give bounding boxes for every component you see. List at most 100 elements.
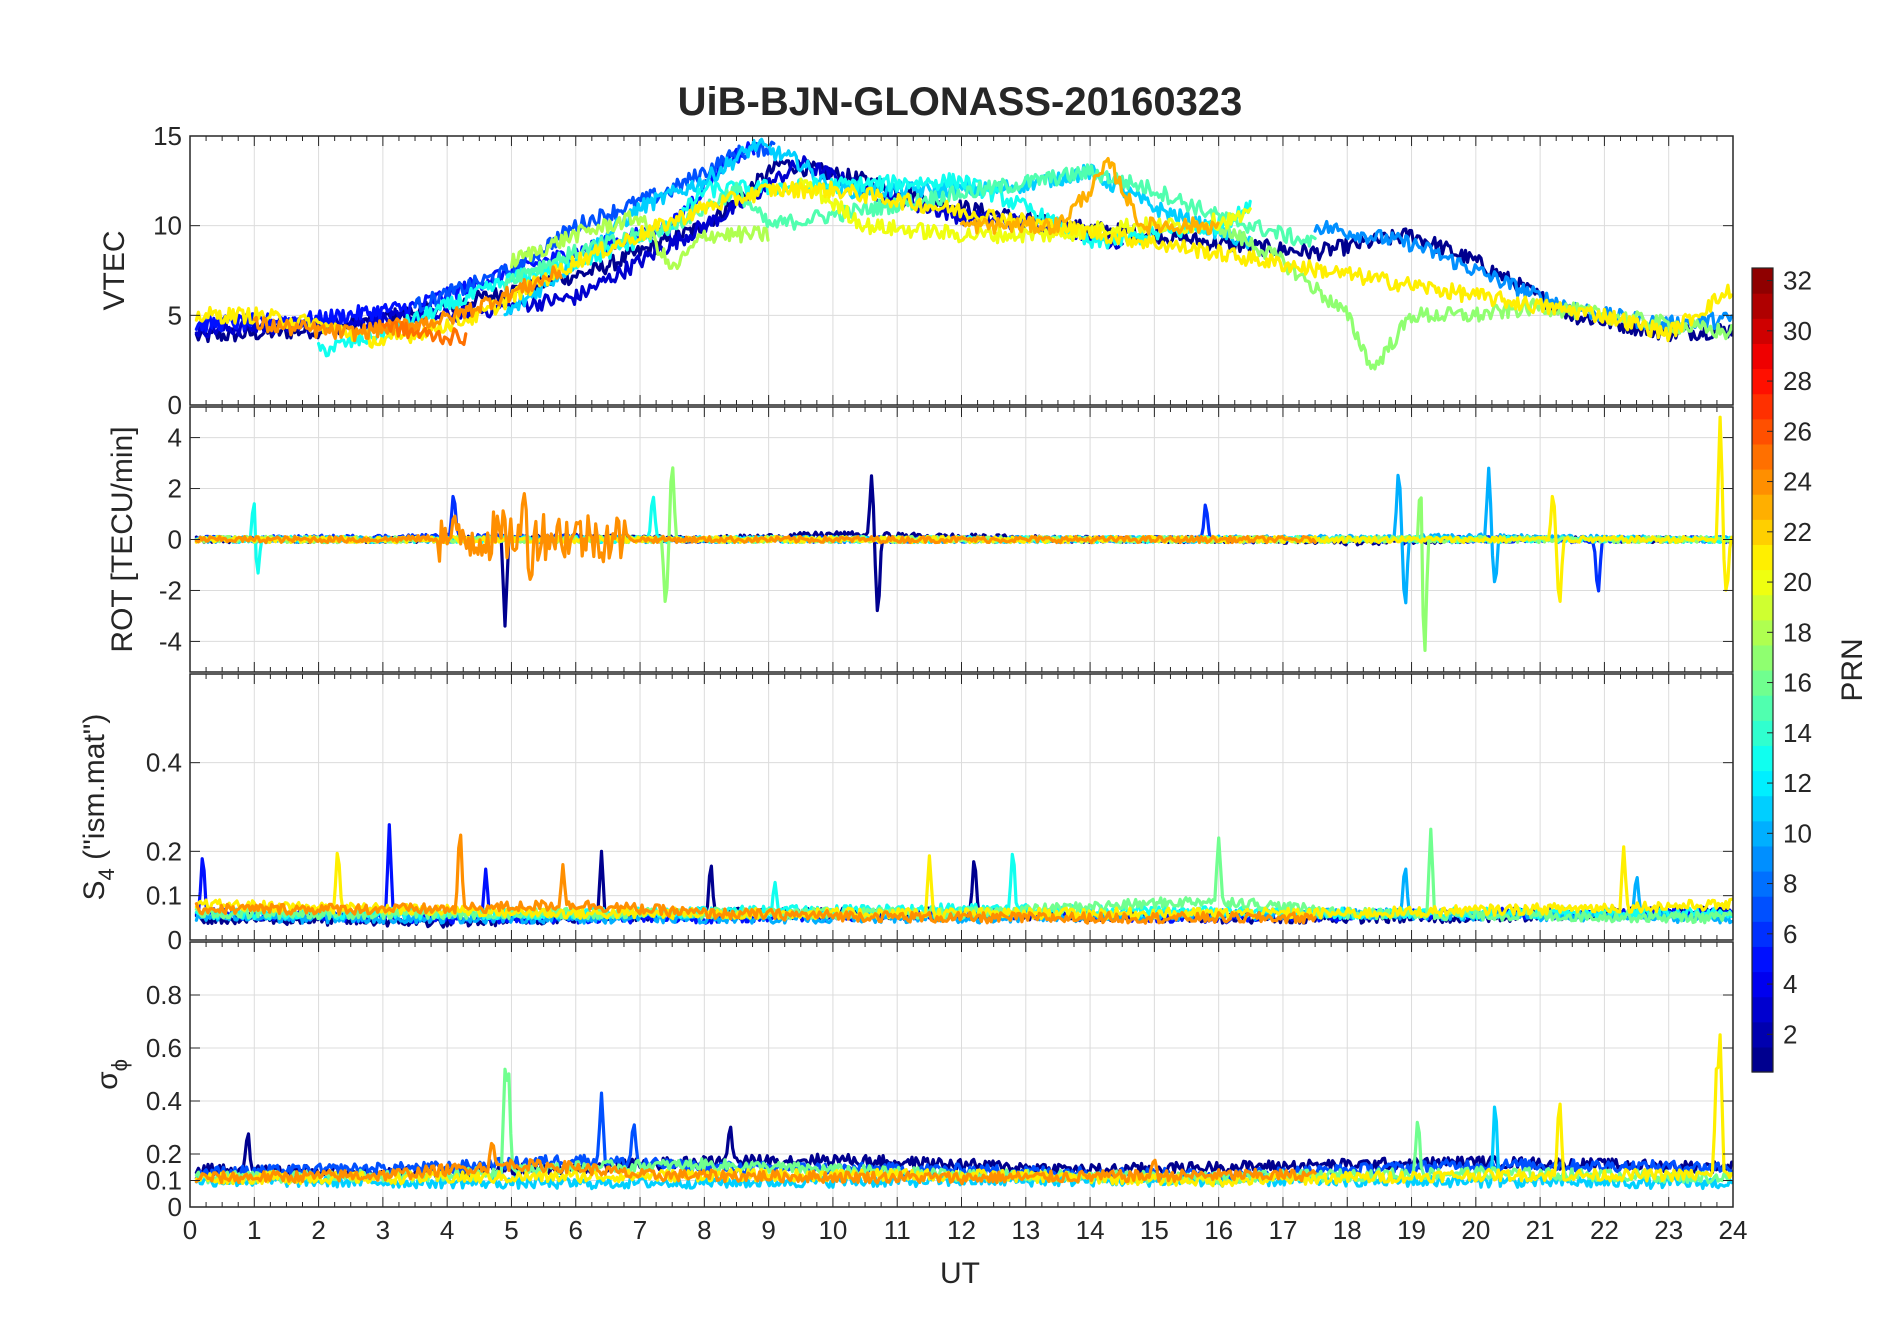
colorbar-tick-label: 12 xyxy=(1783,768,1812,798)
colorbar-tick-label: 24 xyxy=(1783,467,1812,497)
x-tick-label: 9 xyxy=(761,1215,775,1245)
panel-vtec: 0 5 10 15 VTEC xyxy=(98,121,1734,420)
colorbar-segment xyxy=(1752,293,1773,319)
y-label-main: VTEC xyxy=(98,230,131,310)
colorbar-segment xyxy=(1752,971,1773,998)
y-tick-label: 2 xyxy=(168,474,182,504)
colorbar-segment xyxy=(1752,921,1773,947)
y-tick-label: 0.6 xyxy=(146,1033,182,1063)
colorbar-segment xyxy=(1752,1046,1773,1073)
x-tick-label: 11 xyxy=(884,1215,911,1245)
x-tick-label: 10 xyxy=(818,1215,847,1245)
x-tick-label: 8 xyxy=(697,1215,711,1245)
x-tick-label: 1 xyxy=(247,1215,261,1245)
colorbar-segment xyxy=(1752,268,1773,294)
x-tick-label: 0 xyxy=(183,1215,197,1245)
x-axis: 0 1 2 3 4 5 6 7 8 9 10 11 12 13 14 15 16 17 18 19 20 21 22 23 24 xyxy=(183,1215,1748,1245)
x-axis-label: UT xyxy=(940,1257,980,1290)
ticks-vtec xyxy=(189,135,1734,406)
colorbar-segment xyxy=(1752,368,1773,395)
y-tick-label: 0 xyxy=(168,925,182,955)
y-tick-label: 15 xyxy=(153,121,182,151)
x-tick-label: 21 xyxy=(1526,1215,1555,1245)
y-tick-label: -2 xyxy=(159,575,182,605)
trace-prn-1 xyxy=(194,474,1733,628)
x-tick-label: 16 xyxy=(1204,1215,1233,1245)
colorbar-segment xyxy=(1752,795,1773,822)
x-tick-label: 22 xyxy=(1590,1215,1619,1245)
panel-s4: 0 0.1 0.2 0.4 S4 ("ism.mat") xyxy=(78,673,1734,955)
colorbar-segment xyxy=(1752,670,1773,696)
colorbar-segment xyxy=(1752,469,1773,495)
x-tick-label: 13 xyxy=(1011,1215,1040,1245)
colorbar-label: PRN xyxy=(1836,638,1869,701)
trace-prn-24 xyxy=(194,1141,1317,1186)
grid-s4 xyxy=(189,674,1734,941)
trace-prn-24 xyxy=(194,833,1317,925)
trace-prn-20 xyxy=(799,177,1252,245)
y-axis-label-sigphi: σϕ xyxy=(91,1059,132,1090)
x-tick-label: 23 xyxy=(1654,1215,1683,1245)
colorbar-segment xyxy=(1752,871,1773,897)
colorbar-segment xyxy=(1752,770,1773,797)
colorbar-segment xyxy=(1752,695,1773,721)
y-tick-label: 10 xyxy=(153,211,182,241)
colorbar-segment xyxy=(1752,519,1773,545)
colorbar-segment xyxy=(1752,343,1773,370)
y-tick-label: 0 xyxy=(168,525,182,555)
colorbar-segment xyxy=(1752,820,1773,847)
colorbar-tick-label: 10 xyxy=(1783,818,1812,848)
ticks-sigphi xyxy=(189,942,1734,1208)
x-tick-label: 3 xyxy=(376,1215,390,1245)
x-tick-label: 7 xyxy=(633,1215,647,1245)
ticks-s4 xyxy=(189,674,1734,941)
colorbar-tick-label: 8 xyxy=(1783,869,1797,899)
colorbar-segment xyxy=(1752,619,1773,646)
colorbar-segment xyxy=(1752,318,1773,344)
colorbar-tick-label: 20 xyxy=(1783,567,1812,597)
y-label-sub: ϕ xyxy=(107,1059,132,1071)
y-tick-label: 0 xyxy=(168,390,182,420)
y-tick-label: -4 xyxy=(159,626,182,656)
ticks-rot xyxy=(189,407,1734,672)
colorbar-tick-label: 32 xyxy=(1783,266,1812,296)
y-tick-label: 0.4 xyxy=(146,1086,182,1116)
colorbar-tick-label: 28 xyxy=(1783,366,1812,396)
y-tick-label: 0 xyxy=(168,1192,182,1222)
trace-prn-13 xyxy=(317,172,1252,358)
y-tick-label: 4 xyxy=(168,423,182,453)
colorbar-tick-label: 22 xyxy=(1783,517,1812,547)
colorbar-tick-label: 16 xyxy=(1783,668,1812,698)
x-tick-label: 19 xyxy=(1397,1215,1426,1245)
y-tick-label: 0.8 xyxy=(146,980,182,1010)
y-label-sub: 4 xyxy=(94,868,119,880)
colorbar-segment xyxy=(1752,720,1773,746)
series-sigphi xyxy=(194,1033,1733,1191)
panel-sigphi: 00.10.2 0.4 0.6 0.8 σϕ xyxy=(91,941,1734,1222)
colorbar-segment xyxy=(1752,494,1773,520)
colorbar-segment xyxy=(1752,644,1773,671)
colorbar-segment xyxy=(1752,569,1773,596)
trace-prn-18 xyxy=(509,210,770,270)
colorbar-segment xyxy=(1752,594,1773,621)
colorbar-tick-label: 2 xyxy=(1783,1019,1797,1049)
trace-prn-23 xyxy=(959,157,1220,236)
colorbar-frame xyxy=(1751,267,1774,1073)
colorbar-tick-label: 4 xyxy=(1783,969,1797,999)
x-tick-label: 4 xyxy=(440,1215,454,1245)
trace-prn-3 xyxy=(194,155,1124,339)
colorbar-segment xyxy=(1752,946,1773,973)
x-tick-label: 14 xyxy=(1076,1215,1105,1245)
x-tick-label: 20 xyxy=(1461,1215,1490,1245)
colorbar-tick-label: 26 xyxy=(1783,416,1812,446)
y-axis-label-rot: ROT [TECU/min] xyxy=(106,426,139,652)
colorbar-segment xyxy=(1752,443,1773,470)
y-label-main: σ xyxy=(91,1071,124,1090)
colorbar-segment xyxy=(1752,745,1773,772)
x-tick-label: 15 xyxy=(1140,1215,1169,1245)
x-tick-label: 12 xyxy=(947,1215,976,1245)
colorbar-tick-label: 18 xyxy=(1783,617,1812,647)
series-vtec xyxy=(194,137,1733,371)
colorbar-segment xyxy=(1752,544,1773,571)
